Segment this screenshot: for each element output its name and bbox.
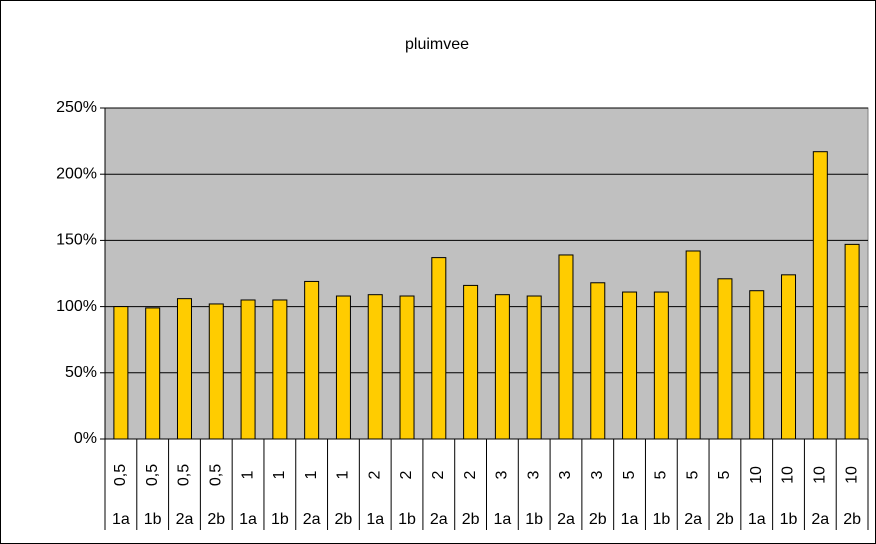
x-tick-label: 1a (621, 511, 639, 528)
bar (653, 291, 669, 440)
x-tick-label: 1b (271, 511, 289, 528)
group-label: 2 (462, 470, 479, 479)
x-tick-label: 1a (112, 511, 130, 528)
bar (526, 295, 542, 440)
x-tick-label: 1b (525, 511, 543, 528)
bar (399, 295, 415, 440)
group-label: 5 (716, 470, 733, 479)
bar (463, 284, 479, 440)
bar (367, 294, 383, 440)
bar (208, 303, 224, 440)
x-tick-label: 1a (239, 511, 257, 528)
group-label: 0,5 (176, 464, 193, 486)
x-tick-label: 1b (780, 511, 798, 528)
group-label: 0,5 (112, 464, 129, 486)
bar (717, 278, 733, 440)
x-tick-label: 2a (557, 511, 575, 528)
bar (176, 298, 192, 440)
bar (240, 299, 256, 440)
chart-title: pluimvee (405, 36, 469, 53)
x-tick-label: 1a (748, 511, 766, 528)
x-tick-label: 2b (462, 511, 480, 528)
x-tick-label: 1b (652, 511, 670, 528)
y-tick-label: 150% (56, 232, 97, 249)
y-tick-label: 100% (56, 298, 97, 315)
group-label: 10 (780, 466, 797, 484)
bar (145, 307, 161, 440)
y-tick-label: 250% (56, 99, 97, 116)
group-label: 10 (812, 466, 829, 484)
x-tick-label: 2a (430, 511, 448, 528)
x-tick-label: 2a (176, 511, 194, 528)
x-tick-label: 2a (303, 511, 321, 528)
group-label: 1 (239, 470, 256, 479)
group-label: 1 (303, 470, 320, 479)
bar (812, 151, 828, 440)
y-tick-label: 200% (56, 165, 97, 182)
group-label: 3 (557, 470, 574, 479)
group-label: 2 (366, 470, 383, 479)
y-tick-label: 50% (65, 364, 97, 381)
bar (304, 280, 320, 440)
plot-area (104, 107, 869, 440)
group-label: 3 (589, 470, 606, 479)
group-label: 1 (335, 470, 352, 479)
y-tick-label: 0% (74, 430, 97, 447)
x-tick-label: 2b (335, 511, 353, 528)
bar (685, 250, 701, 440)
x-tick-label: 2b (716, 511, 734, 528)
x-tick-label: 1b (398, 511, 416, 528)
x-tick-label: 1a (493, 511, 511, 528)
group-label: 1 (271, 470, 288, 479)
group-label: 3 (525, 470, 542, 479)
group-label: 10 (843, 466, 860, 484)
x-tick-label: 2a (684, 511, 702, 528)
group-label: 0,5 (207, 464, 224, 486)
bar (590, 282, 606, 440)
bar (113, 306, 129, 440)
group-label: 2 (398, 470, 415, 479)
x-tick-label: 2b (589, 511, 607, 528)
x-tick-label: 2b (843, 511, 861, 528)
group-label: 0,5 (144, 464, 161, 486)
bar (622, 291, 638, 440)
group-label: 10 (748, 466, 765, 484)
x-tick-label: 1b (144, 511, 162, 528)
x-tick-label: 2b (207, 511, 225, 528)
x-tick-label: 2a (811, 511, 829, 528)
group-label: 2 (430, 470, 447, 479)
bar (335, 295, 351, 440)
group-label: 5 (653, 470, 670, 479)
x-tick-label: 1a (366, 511, 384, 528)
bar (781, 274, 797, 440)
bar (844, 243, 860, 440)
bar (431, 257, 447, 440)
bar (558, 254, 574, 440)
group-label: 3 (494, 470, 511, 479)
bar (494, 294, 510, 440)
bar (749, 290, 765, 440)
group-label: 5 (621, 470, 638, 479)
group-label: 5 (684, 470, 701, 479)
bar (272, 299, 288, 440)
